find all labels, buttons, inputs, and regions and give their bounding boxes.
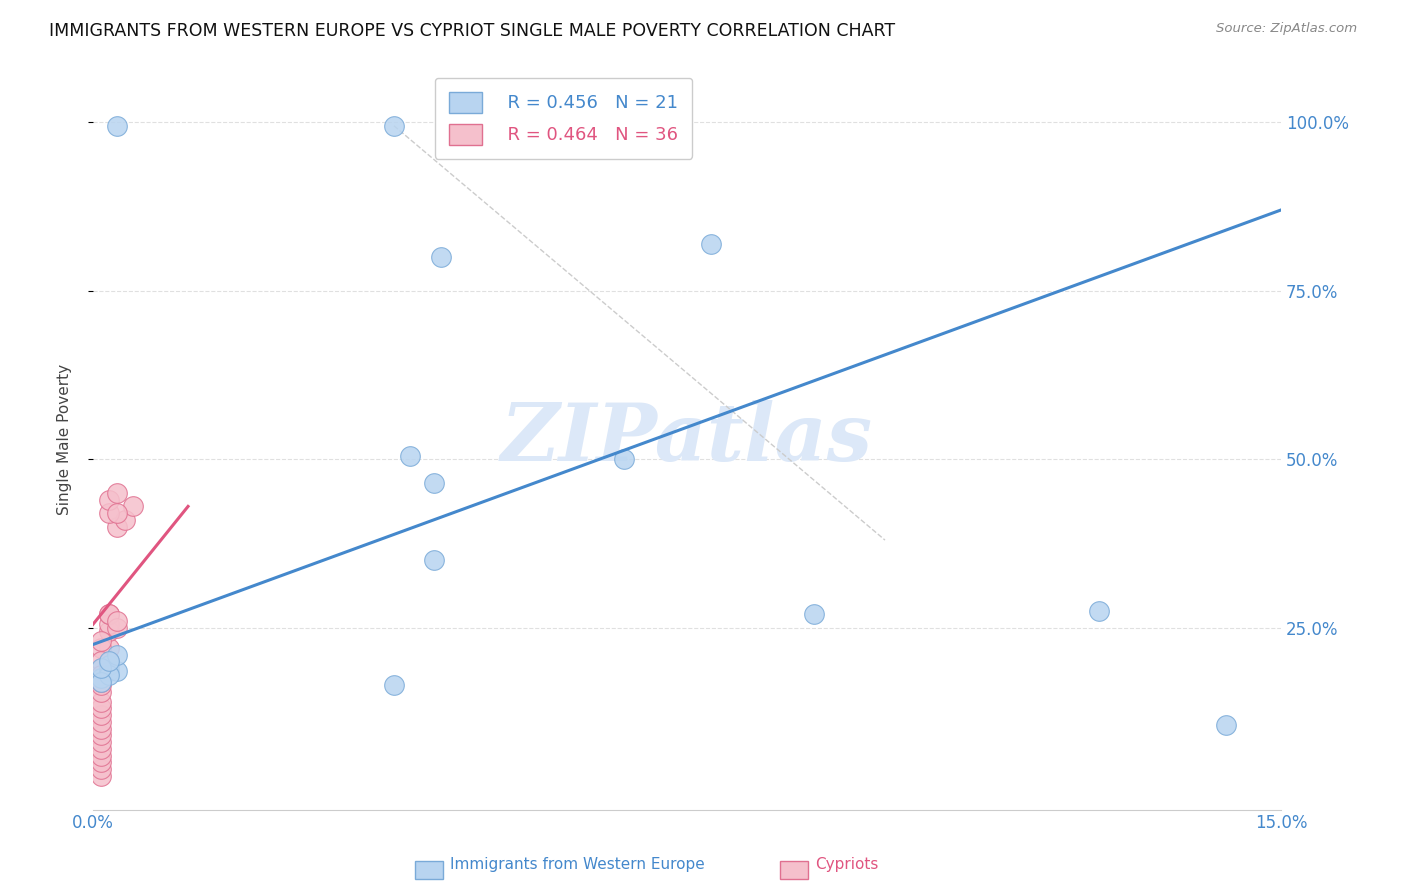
- Text: Cypriots: Cypriots: [815, 857, 879, 872]
- Immigrants from Western Europe: [1088, 604, 1111, 618]
- Cypriots: [90, 695, 112, 709]
- Cypriots: [90, 661, 112, 675]
- Immigrants from Western Europe: [97, 668, 120, 682]
- Cypriots: [105, 614, 128, 628]
- Y-axis label: Single Male Poverty: Single Male Poverty: [58, 363, 72, 515]
- Cypriots: [90, 674, 112, 689]
- Cypriots: [97, 506, 120, 520]
- Immigrants from Western Europe: [422, 553, 444, 567]
- Immigrants from Western Europe: [700, 236, 723, 251]
- Immigrants from Western Europe: [382, 678, 405, 692]
- Cypriots: [105, 519, 128, 533]
- Immigrants from Western Europe: [97, 654, 120, 668]
- Immigrants from Western Europe: [90, 661, 112, 675]
- Immigrants from Western Europe: [398, 449, 420, 463]
- Cypriots: [90, 728, 112, 742]
- Cypriots: [90, 742, 112, 756]
- Cypriots: [90, 756, 112, 770]
- Cypriots: [97, 624, 120, 638]
- Text: Source: ZipAtlas.com: Source: ZipAtlas.com: [1216, 22, 1357, 36]
- Immigrants from Western Europe: [1215, 718, 1237, 732]
- Immigrants from Western Europe: [422, 475, 444, 490]
- Immigrants from Western Europe: [803, 607, 825, 622]
- Cypriots: [90, 634, 112, 648]
- Immigrants from Western Europe: [105, 648, 128, 662]
- Cypriots: [97, 492, 120, 507]
- Text: ZIPatlas: ZIPatlas: [501, 401, 873, 478]
- Cypriots: [97, 617, 120, 632]
- Cypriots: [90, 735, 112, 749]
- Immigrants from Western Europe: [97, 657, 120, 672]
- Cypriots: [90, 678, 112, 692]
- Cypriots: [90, 640, 112, 655]
- Cypriots: [90, 769, 112, 783]
- Cypriots: [97, 654, 120, 668]
- Cypriots: [90, 671, 112, 685]
- Immigrants from Western Europe: [382, 119, 405, 133]
- Cypriots: [114, 513, 136, 527]
- Cypriots: [90, 748, 112, 763]
- Cypriots: [97, 640, 120, 655]
- Immigrants from Western Europe: [105, 665, 128, 679]
- Cypriots: [105, 486, 128, 500]
- Immigrants from Western Europe: [105, 119, 128, 133]
- Cypriots: [105, 506, 128, 520]
- Immigrants from Western Europe: [90, 671, 112, 685]
- Cypriots: [90, 722, 112, 736]
- Immigrants from Western Europe: [613, 452, 636, 467]
- Cypriots: [90, 668, 112, 682]
- Cypriots: [90, 684, 112, 698]
- Immigrants from Western Europe: [90, 674, 112, 689]
- Text: IMMIGRANTS FROM WESTERN EUROPE VS CYPRIOT SINGLE MALE POVERTY CORRELATION CHART: IMMIGRANTS FROM WESTERN EUROPE VS CYPRIO…: [49, 22, 896, 40]
- Cypriots: [105, 621, 128, 635]
- Cypriots: [90, 708, 112, 723]
- Immigrants from Western Europe: [430, 250, 453, 264]
- Cypriots: [90, 701, 112, 715]
- Immigrants from Western Europe: [97, 665, 120, 679]
- Text: Immigrants from Western Europe: Immigrants from Western Europe: [450, 857, 704, 872]
- Cypriots: [97, 607, 120, 622]
- Cypriots: [121, 500, 143, 514]
- Legend:   R = 0.456   N = 21,   R = 0.464   N = 36: R = 0.456 N = 21, R = 0.464 N = 36: [434, 78, 693, 159]
- Cypriots: [90, 654, 112, 668]
- Cypriots: [97, 607, 120, 622]
- Cypriots: [90, 762, 112, 776]
- Cypriots: [90, 714, 112, 729]
